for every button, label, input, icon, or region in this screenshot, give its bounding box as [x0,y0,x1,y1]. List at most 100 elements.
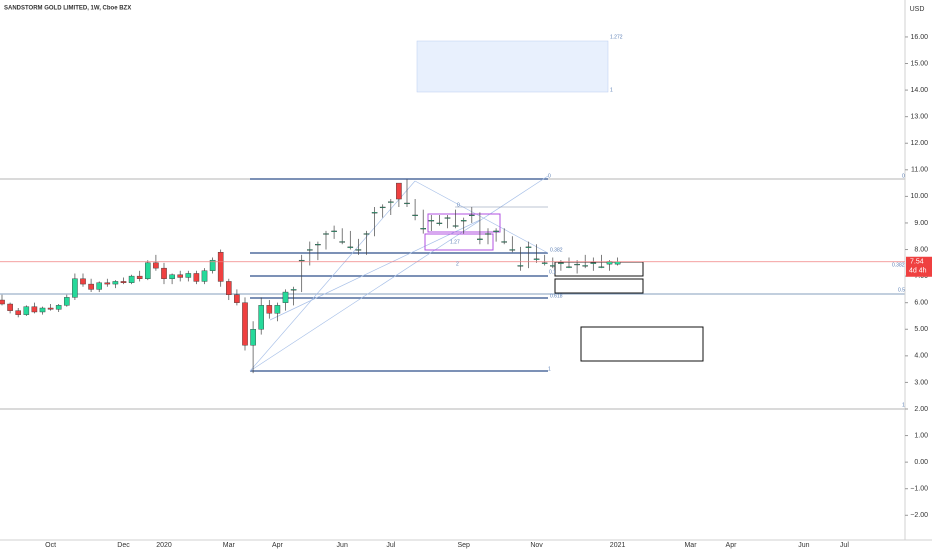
candle-body [525,246,532,248]
candle-body [347,246,354,248]
x-tick-label: Nov [530,542,543,549]
candle-body [485,233,491,235]
fib-label: 1.272 [610,34,623,40]
candle-body [460,220,467,222]
trend-line [269,219,481,321]
candle-body [96,282,102,290]
fib-label: 0.5 [898,287,905,293]
candle-body [452,225,459,227]
candle-body [7,303,13,311]
candle-body [209,259,216,271]
x-tick-label: 2021 [610,542,626,549]
x-tick-label: 2020 [156,542,172,549]
y-tick-label: 4.00 [914,353,928,360]
candle-body [169,274,175,279]
x-tick-label: Jun [798,542,809,549]
last-price-box [906,256,932,277]
y-axis-label: USD [910,6,925,13]
y-tick-label: 2.00 [914,406,928,413]
candle-body [598,266,605,268]
fib-label: 0 [457,202,460,208]
projection-box [416,40,609,93]
candle-body [63,297,70,306]
fib-label: 1 [610,87,613,93]
candle-body [282,291,289,303]
x-tick-label: Jul [386,542,395,549]
candle-body [258,305,265,330]
trend-line [414,180,549,254]
fib-label: 0 [548,173,551,179]
candle-body [80,278,86,285]
y-tick-label: 9.00 [914,220,928,227]
x-tick-label: Sep [457,542,470,549]
x-tick-label: Jun [337,542,348,549]
drawings [0,40,905,410]
candle-body [39,307,46,313]
candle-body [558,262,564,264]
candle-body [477,238,483,240]
candle-body [161,267,167,279]
candle-body [339,241,346,243]
x-tick-label: Apr [272,542,284,549]
fib-label: 1.27 [450,239,460,245]
candle-body [331,230,337,232]
x-tick-label: Apr [726,542,738,549]
fib-label: 0.1 [549,269,556,275]
trend-line [249,175,549,372]
x-tick-label: Mar [684,542,697,549]
candle-body [185,273,192,278]
candle-body [193,273,200,282]
candle-body [217,251,224,282]
y-tick-label: 8.00 [914,246,928,253]
x-tick-label: Jul [840,542,849,549]
fib-label: 0.382 [892,262,905,268]
fib-label: 0 [902,173,905,179]
candle-body [574,263,580,266]
candle-body [355,249,362,251]
candle-body [315,244,321,246]
candle-body [509,249,516,251]
candle-body [177,274,184,278]
x-tick-label: Oct [45,542,56,549]
candle-body [501,241,508,243]
y-tick-label: −1.00 [910,486,928,493]
candle-body [550,265,556,267]
candle-body [266,305,273,314]
candle-body [371,212,378,214]
candle-body [23,306,30,315]
candle-body [590,262,597,264]
candle-body [242,302,248,346]
candle-body [420,228,427,230]
y-tick-label: 12.00 [910,140,928,147]
candle-body [136,275,143,279]
candle-body [566,266,572,268]
candle-body [104,282,111,285]
x-tick-label: Dec [117,542,130,549]
chart-title: SANDSTORM GOLD LIMITED, 1W, Cboe BZX [4,6,131,12]
candle-body [72,278,78,298]
y-tick-label: 0.00 [914,459,928,466]
candle-body [428,220,435,222]
candle-body [517,265,524,267]
candle-body [298,259,305,262]
candle-body [379,206,386,209]
candle-body [493,230,499,232]
y-tick-label: 16.00 [910,34,928,41]
candle-body [15,310,22,315]
candle-body [153,262,159,269]
candle-body [582,265,588,267]
candle-body [55,305,62,310]
candle-body [541,262,548,264]
y-tick-label: 5.00 [914,326,928,333]
y-tick-label: −2.00 [910,512,928,519]
y-tick-label: 14.00 [910,87,928,94]
countdown: 4d 4h [909,268,927,275]
last-price-label: 7.54 [910,259,924,266]
y-tick-label: 3.00 [914,379,928,386]
candle-body [533,258,540,260]
y-tick-label: 6.00 [914,300,928,307]
candle-body [323,233,329,235]
candle-body [307,249,313,251]
candle-body [112,281,119,285]
fib-label: 0.618 [550,293,563,299]
